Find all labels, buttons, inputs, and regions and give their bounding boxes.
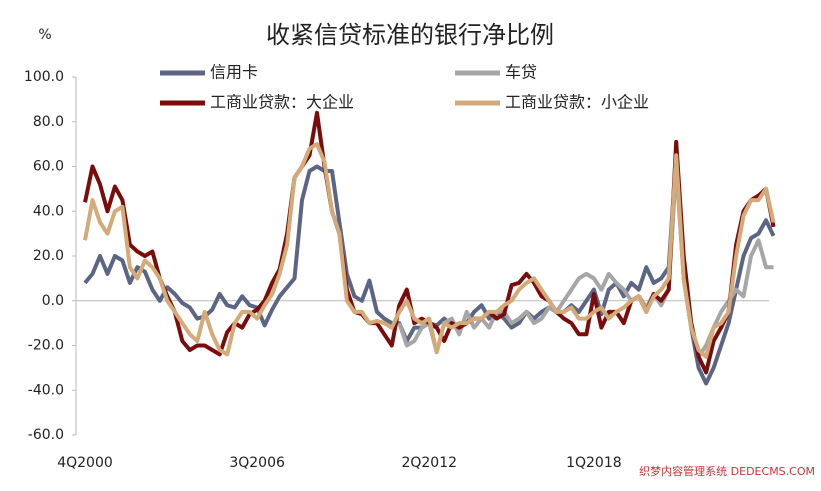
y-tick-label: 40.0 [33,203,64,219]
legend-label: 工商业贷款：大企业 [210,93,354,112]
y-tick-label: 20.0 [33,248,64,264]
legend-label: 车贷 [505,63,537,82]
watermark: 织梦内容管理系统 DEDECMS.COM [639,464,815,478]
y-tick-label: 100.0 [24,69,64,85]
y-tick-label: 60.0 [33,159,64,175]
y-tick-label: -20.0 [28,338,64,354]
legend-label: 工商业贷款：小企业 [505,93,649,112]
x-tick-label: 3Q2006 [229,455,285,471]
x-tick-label: 4Q2000 [57,455,113,471]
y-unit: % [38,27,51,43]
x-tick-label: 2Q2012 [401,455,457,471]
y-tick-label: -60.0 [28,427,64,443]
series-line [83,142,776,359]
y-tick-label: 80.0 [33,114,64,130]
chart-title: 收紧信贷标准的银行净比例 [266,21,554,49]
y-tick-label: 0.0 [42,293,64,309]
legend-label: 信用卡 [210,63,258,82]
x-tick-label: 1Q2018 [566,455,622,471]
y-tick-label: -40.0 [28,382,64,398]
